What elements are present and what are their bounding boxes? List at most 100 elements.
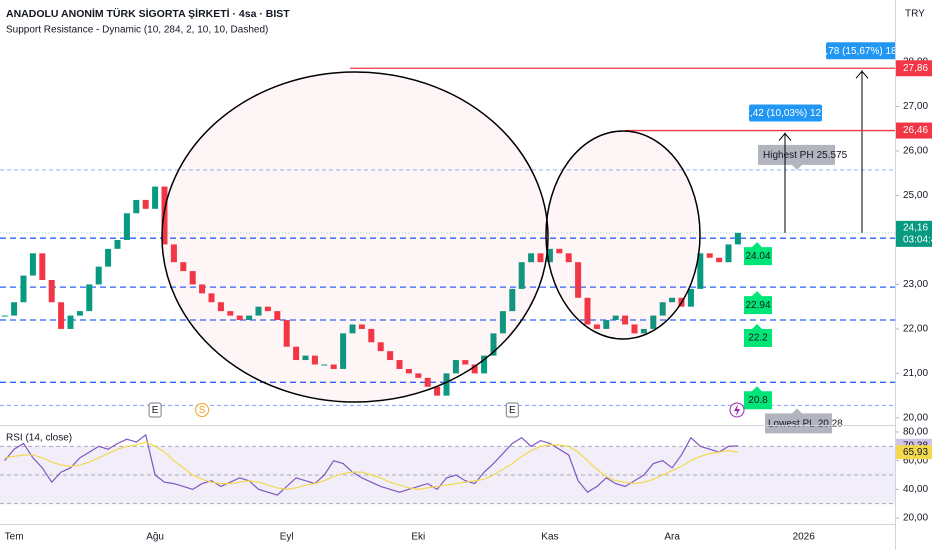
level-badge [744,291,772,315]
candle [180,262,187,272]
event-icon [505,402,519,418]
ph-value: 25.575 [817,150,848,161]
candle [161,186,168,245]
candle [302,355,309,361]
candle [452,360,459,374]
level-label: 24.04 [745,251,770,262]
candle [443,373,450,396]
candle [706,253,713,258]
currency: TRY [905,9,925,20]
target-label: 27,86 [903,63,928,74]
candle [499,311,506,334]
event-icon [148,402,162,418]
candle [687,288,694,307]
event-label: S [199,405,206,416]
y-tick-label: 21,00 [903,368,928,379]
pl-badge [765,408,832,434]
candle [462,360,469,365]
target-label: 26,46 [903,125,928,136]
lightning-icon [729,402,745,418]
measure-badge [826,42,896,60]
x-tick-label: Kas [541,532,558,543]
candle [377,342,384,352]
candle [622,315,629,325]
candle [264,306,271,312]
candle [170,244,177,263]
rsi-line [4,433,738,496]
candle [659,302,666,316]
last-price: 24,16 [903,222,928,233]
y-tick-label: 25,00 [903,190,928,201]
x-tick-label: Ara [664,532,680,543]
y-tick-label: 40,00 [903,484,928,495]
candle [593,324,600,329]
last-price-badge [896,220,932,247]
candle [105,248,112,267]
ph-name: Highest PH [763,150,814,161]
candle [340,333,347,369]
candle [424,377,431,387]
rsi-title: RSI (14, close) [6,433,72,444]
candle [189,271,196,285]
candle [142,199,149,209]
event-label: E [509,405,516,416]
candle [236,315,243,321]
candle [546,248,553,263]
candle [227,311,234,316]
y-tick-label: 20,00 [903,513,928,524]
candle [518,262,525,289]
event-label: E [152,405,159,416]
pl-label: Lowest PL 20.28 [768,418,843,429]
candle [67,315,74,329]
ph-badge [758,144,835,170]
y-tick-label: 27,00 [903,101,928,112]
y-tick-label: 80,00 [903,427,928,438]
candle [246,315,253,321]
ellipse [545,130,701,340]
level-label: 22.2 [748,333,768,344]
y-tick-label: 23,00 [903,279,928,290]
measure-arrowhead [855,70,869,79]
candle [152,186,159,209]
x-tick-label: Eki [411,532,425,543]
candle [293,346,300,361]
candle [471,364,478,374]
candle [283,320,290,347]
candle [528,253,535,263]
candle [11,302,18,316]
level-badge [744,242,772,266]
event-icon [195,403,210,417]
candle [415,373,422,378]
x-tick-label: Tem [5,532,24,543]
candle [48,279,55,303]
ellipse [161,71,549,403]
candle [387,351,394,361]
candle [481,355,488,374]
target-badge [896,122,932,139]
candle [1,315,8,317]
x-tick-label: Ağu [146,532,164,543]
candle [669,297,676,303]
measure-arrowhead [778,132,792,141]
candle [208,293,215,303]
target-badge [896,60,932,77]
candle [650,315,657,329]
candle [358,324,365,329]
candle [434,386,441,396]
candle [349,324,356,334]
candle [133,199,140,214]
level-badge [744,386,772,410]
candle [631,324,638,334]
pl-name: Lowest PL [768,418,815,429]
candle [39,253,46,280]
candle [405,368,412,374]
candle [123,213,130,240]
candle [330,364,337,369]
y-tick-label: 20,00 [903,413,928,424]
candle [114,239,121,249]
candle [217,302,224,312]
measure-label: 3,78 (15,67%) 189 [820,46,903,57]
y-tick-label: 26,00 [903,146,928,157]
